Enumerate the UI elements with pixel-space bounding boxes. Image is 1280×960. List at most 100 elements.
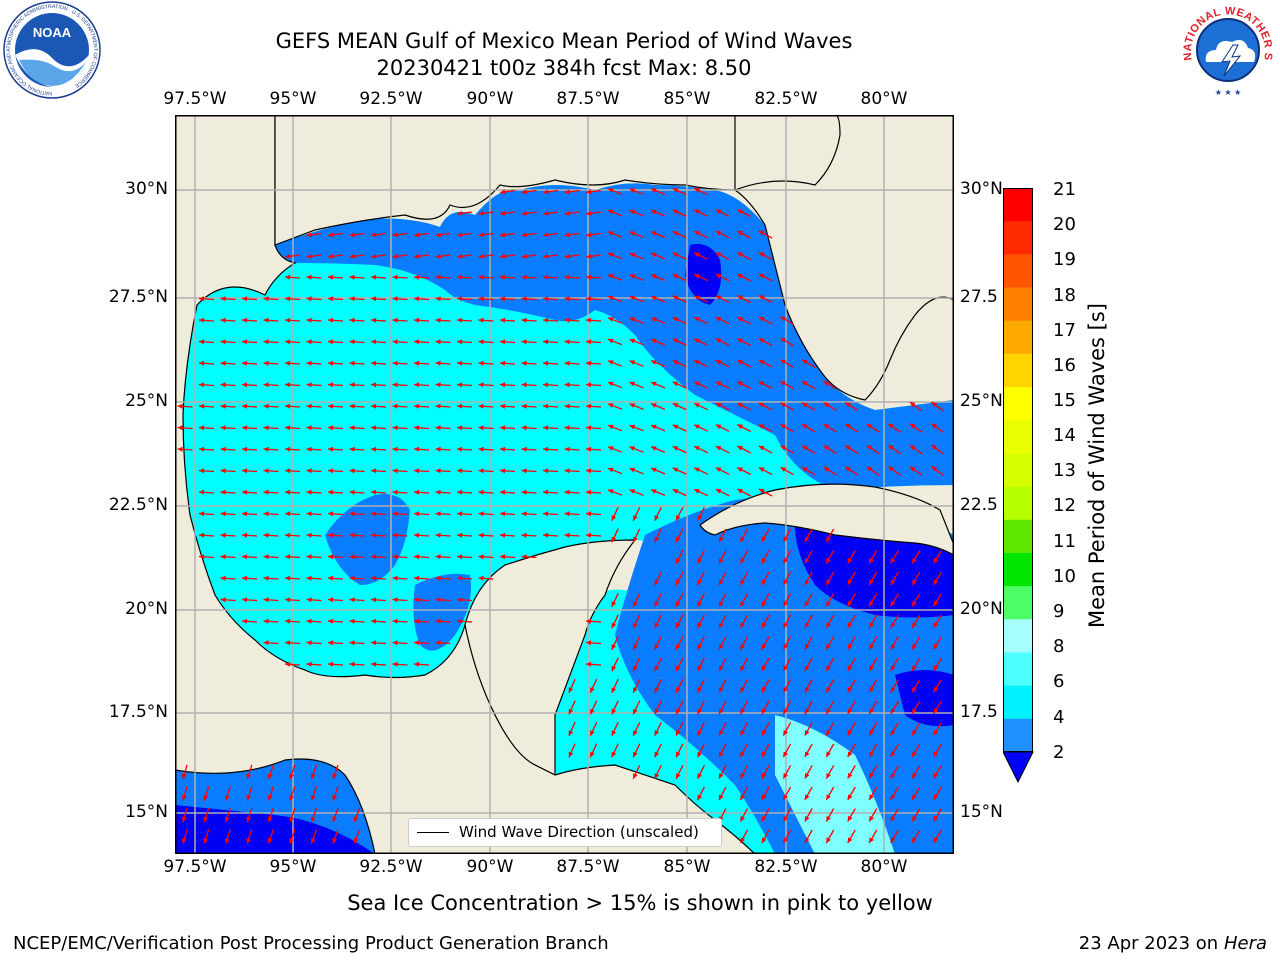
wave-arrow-head (203, 795, 209, 801)
wave-arrow-head (478, 253, 484, 259)
wave-arrow-head (328, 296, 334, 302)
wave-arrow-head (715, 403, 722, 408)
wave-arrow-head (306, 253, 312, 259)
wave-arrow-head (500, 511, 506, 517)
wave-arrow-head (869, 622, 874, 628)
wave-arrow-head (586, 189, 592, 195)
wave-arrow-head (629, 209, 636, 215)
wave-arrow-head (285, 274, 291, 280)
wave-arrow-head (761, 665, 767, 672)
wave-arrow-head (719, 665, 724, 672)
wave-arrow-head (933, 579, 939, 585)
wave-arrow-head (328, 640, 334, 646)
graticule (175, 115, 954, 854)
wave-arrow-head (869, 600, 874, 607)
wave-arrow-head (590, 687, 595, 693)
wave-arrow-head (199, 554, 205, 560)
wave-arrow-head (676, 558, 681, 564)
wave-arrow-head (672, 209, 679, 215)
wave-arrow-head (694, 295, 700, 301)
wave-arrow-head (611, 622, 617, 629)
wave-arrow-head (263, 511, 269, 517)
lon-label: 95°W (269, 857, 317, 877)
wave-arrow-head (289, 795, 295, 801)
wave-arrow-head (909, 466, 916, 472)
wave-arrow-head (353, 838, 359, 844)
wave-arrow-head (500, 253, 506, 259)
wave-arrow-head (826, 557, 831, 564)
wave-arrow-head (478, 425, 484, 431)
wave-arrow-head (826, 622, 831, 628)
wave-arrow-head (371, 468, 377, 474)
wave-arrow-head (564, 339, 570, 345)
wave-arrow-head (715, 424, 722, 430)
wave-arrow-head (392, 554, 398, 560)
wave-arrow-head (521, 403, 527, 409)
wave-arrow-head (478, 468, 484, 474)
wave-arrow-head (181, 816, 187, 823)
wave-arrow-head (804, 816, 810, 822)
wave-arrow-head (242, 360, 248, 366)
wave-arrow-head (651, 424, 657, 430)
wave-arrow-head (349, 640, 355, 646)
wave-arrow-head (435, 446, 441, 452)
colorbar-tick: 15 (1053, 390, 1076, 411)
wave-arrow-head (651, 252, 657, 258)
wave-arrow-head (435, 489, 441, 495)
wave-arrow-head (263, 446, 269, 452)
us-gulf-coast-land (274, 115, 736, 246)
wave-arrow-head (590, 730, 595, 736)
wave-arrow-head (543, 210, 549, 216)
wave-arrow-head (697, 515, 703, 521)
wave-arrow-head (500, 232, 506, 238)
wave-arrow-head (654, 644, 660, 650)
colorbar (1003, 188, 1034, 784)
wave-arrow-head (435, 382, 441, 388)
wave-arrow-head (869, 794, 874, 800)
wave-arrow-head (933, 815, 939, 822)
wave-arrow-head (694, 231, 700, 236)
wave-arrow-head (719, 601, 724, 607)
wave-arrow-head (847, 815, 853, 822)
colorbar-tick: 13 (1053, 460, 1076, 481)
wave-arrow-head (328, 661, 334, 667)
wave-arrow-head (845, 445, 851, 451)
wave-arrow-head (414, 532, 420, 538)
wave-arrow-head (392, 661, 398, 667)
wave-arrow-head (220, 489, 226, 495)
wave-arrow-head (758, 488, 765, 494)
wave-arrow-head (521, 210, 527, 216)
wave-arrow-head (608, 360, 614, 365)
wave-arrow-head (246, 795, 252, 801)
wave-arrow-head (651, 403, 657, 408)
wave-arrow-head (457, 317, 463, 323)
wave-arrow-head (500, 468, 506, 474)
wave-arrow-head (633, 665, 638, 672)
wave-arrow-head (783, 687, 788, 693)
wave-arrow-head (633, 730, 638, 736)
wave-arrow-head (220, 446, 226, 452)
wave-arrow-head (804, 687, 810, 693)
wave-arrow-head (719, 687, 724, 693)
wave-arrow-head (672, 381, 679, 387)
wave-arrow-head (719, 558, 724, 564)
wave-arrow-head (306, 446, 312, 452)
wave-arrow-head (608, 209, 614, 215)
wave-arrow-head (392, 489, 398, 495)
wave-arrow-head (737, 446, 743, 451)
colorbar-tick: 12 (1053, 495, 1076, 516)
wave-arrow-head (608, 467, 614, 473)
wave-arrow-head (328, 425, 334, 431)
wave-arrow-head (306, 511, 312, 517)
wave-arrow-head (586, 532, 592, 538)
wave-arrow-head (457, 296, 463, 302)
wave-arrow-head (285, 532, 291, 538)
wave-arrow-head (543, 382, 549, 388)
wave-arrow-head (672, 467, 679, 473)
wave-arrow-head (715, 489, 722, 494)
wave-arrow-head (586, 446, 592, 452)
wave-arrow-head (564, 274, 570, 280)
wave-arrow-head (697, 665, 703, 672)
wave-arrow-head (285, 575, 291, 581)
wave-arrow-head (435, 575, 441, 581)
